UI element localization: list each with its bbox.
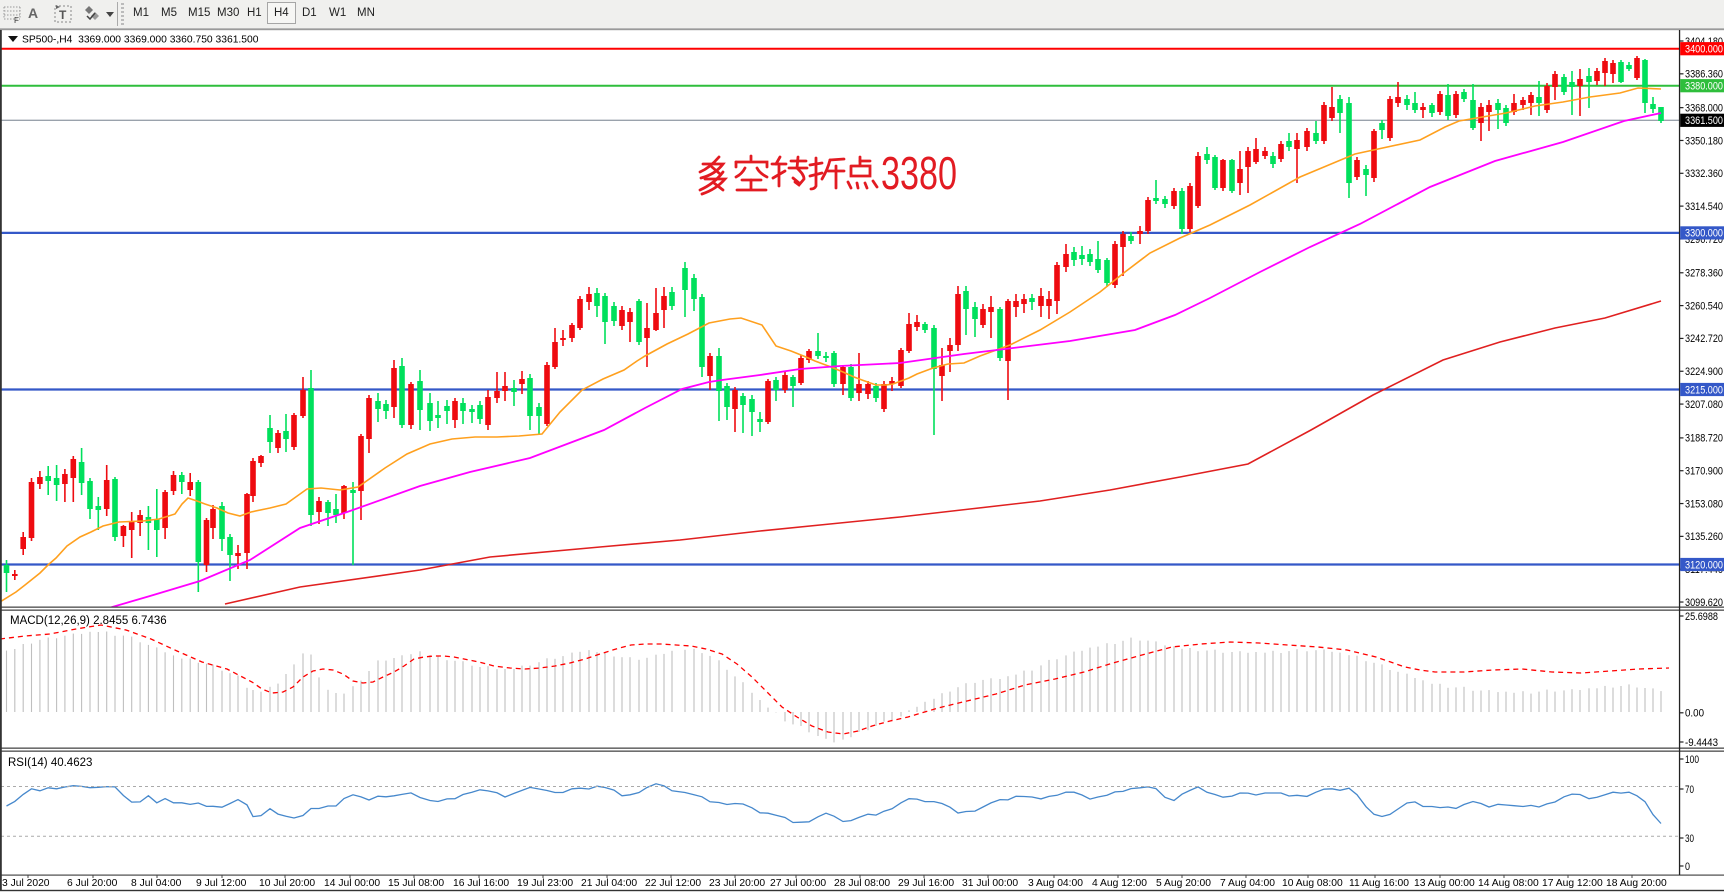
svg-text:RSI(14) 40.4623: RSI(14) 40.4623 (8, 757, 92, 769)
svg-text:T: T (59, 8, 67, 22)
svg-text:3380: 3380 (881, 147, 957, 199)
svg-text:3099.620: 3099.620 (1685, 597, 1723, 609)
svg-text:3314.540: 3314.540 (1685, 201, 1723, 213)
svg-text:3260.540: 3260.540 (1685, 300, 1723, 312)
svg-text:3400.000: 3400.000 (1685, 44, 1723, 56)
svg-text:MACD(12,26,9) 2.8455 6.7436: MACD(12,26,9) 2.8455 6.7436 (10, 615, 167, 627)
svg-text:3 Aug 04:00: 3 Aug 04:00 (1028, 878, 1083, 889)
svg-text:3 Jul 2020: 3 Jul 2020 (2, 878, 50, 889)
svg-text:6 Jul 20:00: 6 Jul 20:00 (67, 878, 118, 889)
svg-text:4 Aug 12:00: 4 Aug 12:00 (1092, 878, 1147, 889)
svg-text:3153.080: 3153.080 (1685, 498, 1723, 510)
svg-text:17 Aug 12:00: 17 Aug 12:00 (1542, 878, 1603, 889)
svg-text:3380.000: 3380.000 (1685, 81, 1723, 93)
svg-text:14 Aug 08:00: 14 Aug 08:00 (1478, 878, 1539, 889)
svg-text:28 Jul 08:00: 28 Jul 08:00 (834, 878, 890, 889)
svg-text:23 Jul 20:00: 23 Jul 20:00 (709, 878, 765, 889)
svg-text:31 Jul 00:00: 31 Jul 00:00 (962, 878, 1018, 889)
svg-text:3242.720: 3242.720 (1685, 333, 1723, 345)
svg-text:70: 70 (1685, 784, 1694, 796)
svg-text:0: 0 (1685, 861, 1690, 873)
svg-text:3120.000: 3120.000 (1685, 559, 1723, 571)
svg-text:14 Jul 00:00: 14 Jul 00:00 (324, 878, 380, 889)
svg-text:10 Jul 20:00: 10 Jul 20:00 (259, 878, 315, 889)
svg-text:27 Jul 00:00: 27 Jul 00:00 (770, 878, 826, 889)
svg-text:100: 100 (1685, 754, 1699, 766)
svg-text:3170.900: 3170.900 (1685, 466, 1723, 478)
svg-text:-9.4443: -9.4443 (1685, 737, 1718, 749)
svg-text:8 Jul 04:00: 8 Jul 04:00 (131, 878, 182, 889)
svg-text:16 Jul 16:00: 16 Jul 16:00 (453, 878, 509, 889)
svg-text:29 Jul 16:00: 29 Jul 16:00 (898, 878, 954, 889)
svg-text:30: 30 (1685, 833, 1694, 845)
svg-text:3207.080: 3207.080 (1685, 399, 1723, 411)
svg-text:21 Jul 04:00: 21 Jul 04:00 (581, 878, 637, 889)
svg-text:3135.260: 3135.260 (1685, 531, 1723, 543)
svg-text:3278.360: 3278.360 (1685, 268, 1723, 280)
svg-text:SP500-,H4 3369.000 3369.000 3: SP500-,H4 3369.000 3369.000 3360.750 336… (22, 35, 259, 46)
svg-text:3368.000: 3368.000 (1685, 102, 1723, 114)
svg-text:5 Aug 20:00: 5 Aug 20:00 (1156, 878, 1211, 889)
svg-text:3188.720: 3188.720 (1685, 433, 1723, 445)
svg-text:25.6988: 25.6988 (1685, 611, 1718, 623)
svg-text:3300.000: 3300.000 (1685, 228, 1723, 240)
svg-text:22 Jul 12:00: 22 Jul 12:00 (645, 878, 701, 889)
svg-text:3350.180: 3350.180 (1685, 135, 1723, 147)
svg-text:19 Jul 23:00: 19 Jul 23:00 (517, 878, 573, 889)
svg-text:3224.900: 3224.900 (1685, 366, 1723, 378)
svg-text:15 Jul 08:00: 15 Jul 08:00 (388, 878, 444, 889)
svg-text:0.00: 0.00 (1685, 708, 1704, 720)
svg-text:9 Jul 12:00: 9 Jul 12:00 (196, 878, 247, 889)
svg-text:11 Aug 16:00: 11 Aug 16:00 (1349, 878, 1409, 889)
svg-text:10 Aug 08:00: 10 Aug 08:00 (1282, 878, 1343, 889)
svg-text:13 Aug 00:00: 13 Aug 00:00 (1414, 878, 1475, 889)
svg-text:18 Aug 20:00: 18 Aug 20:00 (1606, 878, 1667, 889)
svg-text:3386.360: 3386.360 (1685, 69, 1723, 81)
svg-text:7 Aug 04:00: 7 Aug 04:00 (1220, 878, 1275, 889)
svg-text:3215.000: 3215.000 (1685, 384, 1723, 396)
svg-text:3361.500: 3361.500 (1685, 115, 1723, 127)
svg-text:F: F (14, 16, 19, 24)
svg-text:3332.360: 3332.360 (1685, 168, 1723, 180)
